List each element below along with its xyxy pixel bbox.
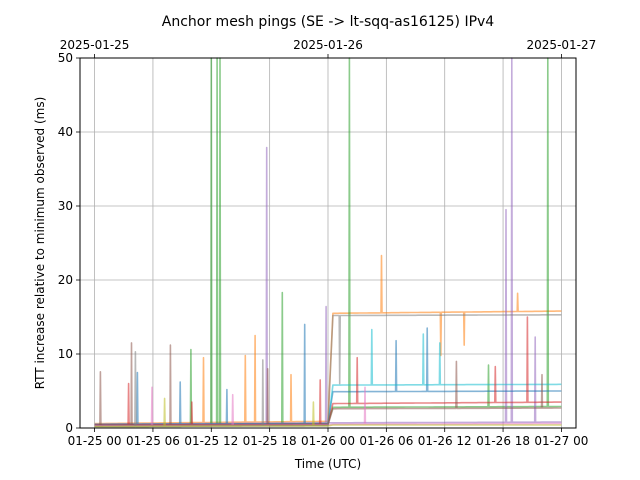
- y-tick-label: 30: [58, 199, 73, 213]
- top-tick-label: 2025-01-27: [527, 38, 597, 52]
- x-tick-label: 01-25 06: [126, 434, 180, 448]
- y-tick-label: 20: [58, 273, 73, 287]
- y-tick-label: 0: [65, 421, 73, 435]
- chart-title: Anchor mesh pings (SE -> lt-sqq-as16125)…: [162, 14, 495, 30]
- x-axis-label: Time (UTC): [294, 457, 361, 471]
- x-tick-label: 01-26 12: [418, 434, 472, 448]
- x-tick-label: 01-27 00: [534, 434, 588, 448]
- x-tick-label: 01-25 12: [184, 434, 238, 448]
- x-tick-label: 01-25 18: [243, 434, 297, 448]
- x-tick-label: 01-25 00: [68, 434, 122, 448]
- series-10: [94, 397, 562, 428]
- y-tick-label: 40: [58, 125, 73, 139]
- top-tick-label: 2025-01-25: [60, 38, 130, 52]
- x-tick-label: 01-26 18: [476, 434, 530, 448]
- top-tick-label: 2025-01-26: [293, 38, 363, 52]
- x-tick-label: 01-26 00: [301, 434, 355, 448]
- axis-ticks: 01-25 00 01-25 06 01-25 12 01-25 18 01-26 00…: [58, 38, 597, 448]
- y-axis-label: RTT increase relative to minimum observe…: [33, 97, 47, 390]
- y-tick-label: 10: [58, 347, 73, 361]
- series-layer: [94, 57, 562, 428]
- y-tick-label: 50: [58, 51, 73, 65]
- x-tick-label: 01-26 06: [359, 434, 413, 448]
- series-line: [94, 397, 562, 428]
